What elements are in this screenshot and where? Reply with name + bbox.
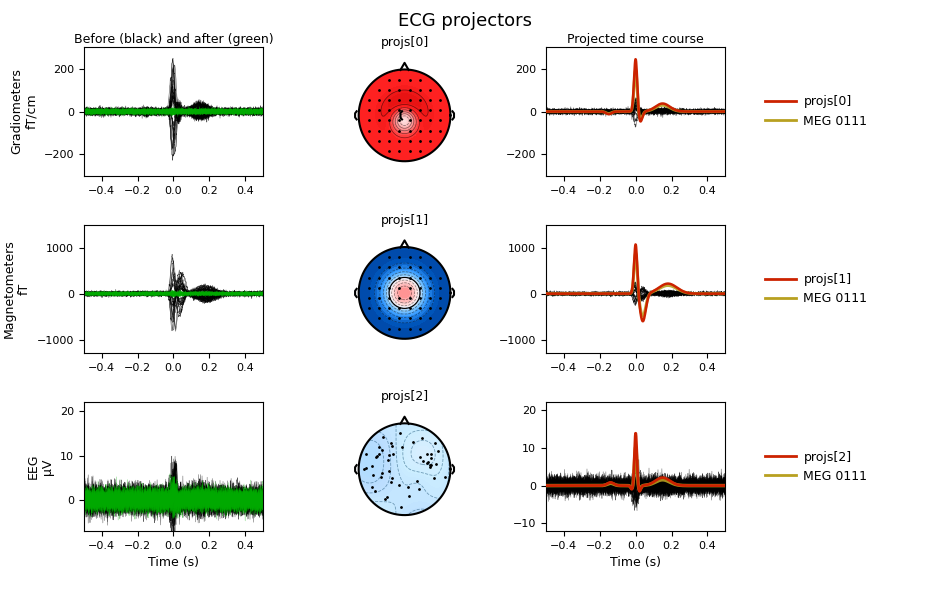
X-axis label: Time (s): Time (s) — [610, 556, 661, 569]
Y-axis label: Magnetometers
fT: Magnetometers fT — [3, 240, 31, 339]
X-axis label: Time (s): Time (s) — [148, 556, 199, 569]
Legend: projs[0], MEG 0111: projs[0], MEG 0111 — [760, 90, 872, 133]
Title: projs[2]: projs[2] — [380, 390, 429, 403]
Legend: projs[1], MEG 0111: projs[1], MEG 0111 — [760, 268, 872, 310]
Title: Projected time course: Projected time course — [567, 33, 704, 46]
Legend: projs[2], MEG 0111: projs[2], MEG 0111 — [760, 445, 872, 488]
Y-axis label: EEG
μV: EEG μV — [26, 454, 54, 480]
Title: projs[0]: projs[0] — [380, 36, 429, 49]
Y-axis label: Gradiometers
fT/cm: Gradiometers fT/cm — [10, 68, 38, 155]
Text: ECG projectors: ECG projectors — [398, 12, 532, 30]
Title: Before (black) and after (green): Before (black) and after (green) — [73, 33, 273, 46]
Title: projs[1]: projs[1] — [380, 214, 429, 227]
